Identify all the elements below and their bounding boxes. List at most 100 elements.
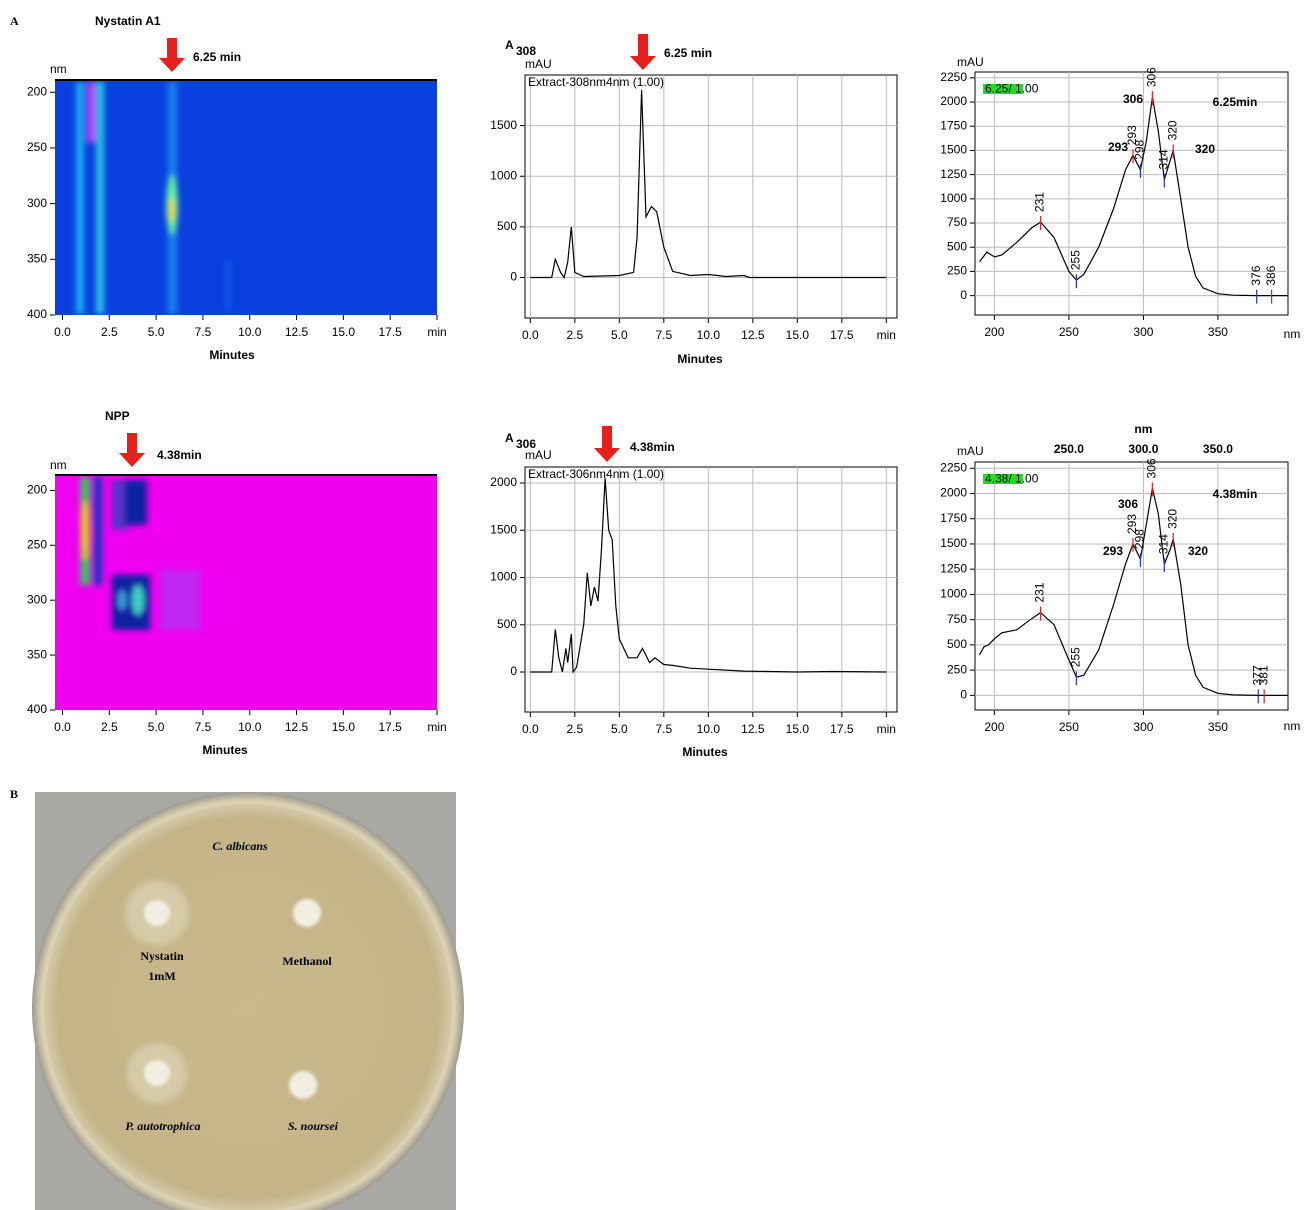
y-tick-label: 1500 — [940, 143, 967, 157]
x-tick-label: min — [877, 722, 896, 736]
y-tick-label: 1750 — [940, 511, 967, 525]
annotation: 6.25min — [1213, 95, 1258, 109]
peak-label: 314 — [1156, 534, 1170, 554]
series-line — [530, 90, 887, 279]
x-tick-label: 7.5 — [655, 722, 672, 736]
y-unit: nm — [50, 458, 67, 472]
y-tick-label: 1250 — [940, 167, 967, 181]
y-tick-label: 200 — [27, 483, 47, 497]
peak-label: 255 — [1069, 250, 1083, 270]
x-tick-label: 12.5 — [741, 328, 765, 342]
y-tick-label: 250 — [27, 140, 47, 154]
x-tick-label: min — [877, 328, 896, 342]
badge: 4.38/ 1.00 — [985, 472, 1039, 486]
x-tick-label: 2.5 — [566, 328, 583, 342]
x-tick-label: 2.5 — [566, 722, 583, 736]
x-tick-label: 15.0 — [332, 720, 356, 734]
peak-label: 306 — [1145, 67, 1159, 87]
x-tick-label: 12.5 — [741, 722, 765, 736]
annotation: 306 — [1118, 497, 1138, 511]
x2-tick-label: 350.0 — [1203, 442, 1233, 456]
heatmap-blobs — [76, 82, 230, 314]
y-tick-label: 400 — [27, 307, 47, 321]
series-line — [979, 97, 1288, 297]
x-axis-label: Minutes — [202, 743, 248, 757]
x-tick-label: 10.0 — [238, 325, 262, 339]
y-tick-label: 300 — [27, 592, 47, 606]
plot-frame — [524, 466, 898, 713]
annotation: 293 — [1108, 140, 1128, 154]
x-tick-label: 2.5 — [101, 720, 118, 734]
x-tick-label: 17.5 — [830, 328, 854, 342]
y-tick-label: 1750 — [940, 118, 967, 132]
x-tick-label: 0.0 — [54, 325, 71, 339]
x-axis-label: Minutes — [209, 348, 255, 362]
y-unit: mAU — [525, 448, 552, 462]
y-tick-label: 500 — [947, 637, 967, 651]
y-tick-label: 1500 — [490, 522, 517, 536]
y-tick-label: 500 — [497, 219, 517, 233]
x-tick-label: 5.0 — [611, 328, 628, 342]
plot-frame — [974, 71, 1289, 316]
y-tick-label: 350 — [27, 251, 47, 265]
x-tick-label: 17.5 — [379, 325, 403, 339]
peak-label: 306 — [1145, 458, 1159, 478]
plot-frame — [524, 74, 898, 319]
x-tick-label: 200 — [984, 325, 1004, 339]
chart-title: Nystatin A1 — [95, 14, 161, 28]
annotation: 320 — [1188, 544, 1208, 558]
x2-tick-label: 300.0 — [1128, 442, 1158, 456]
badge-bg — [983, 474, 1023, 484]
x-tick-label: 10.0 — [697, 722, 721, 736]
y-tick-label: 500 — [497, 617, 517, 631]
y-tick-label: 1500 — [940, 536, 967, 550]
annotation: 6.25 min — [664, 46, 712, 60]
peak-label: 381 — [1256, 665, 1270, 685]
x-tick-label: 200 — [984, 720, 1004, 734]
x-tick-label: 15.0 — [786, 328, 810, 342]
y-axis-label-sub: 306 — [516, 437, 536, 451]
x2-axis-label: nm — [1134, 422, 1152, 436]
peak-label: 298 — [1133, 139, 1147, 159]
peak-label: 386 — [1264, 265, 1278, 285]
x-tick-label: min — [427, 325, 446, 339]
annotation: 306 — [1123, 92, 1143, 106]
x-tick-label: 5.0 — [148, 325, 165, 339]
peak-label: 255 — [1069, 647, 1083, 667]
x-tick-label: 10.0 — [238, 720, 262, 734]
photo-label: C. albicans — [212, 839, 268, 853]
badge-bg — [983, 84, 1023, 94]
heatmap-blobs — [80, 477, 200, 630]
x-tick-label: 12.5 — [285, 325, 309, 339]
panel-label: A — [10, 14, 19, 28]
photo-label: P. autotrophica — [125, 1119, 200, 1133]
y-tick-label: 250 — [947, 662, 967, 676]
y-tick-label: 1250 — [940, 561, 967, 575]
y-axis-label: A — [505, 431, 514, 445]
peak-label: 231 — [1033, 582, 1047, 602]
peak-label: 377 — [1250, 665, 1264, 685]
x-axis-label: Minutes — [682, 745, 728, 759]
peak-label: 298 — [1133, 529, 1147, 549]
y-tick-label: 1500 — [490, 118, 517, 132]
y-tick-label: 2250 — [940, 460, 967, 474]
peak-label: 231 — [1033, 192, 1047, 212]
y-tick-label: 0 — [510, 664, 517, 678]
x-tick-label: 0.0 — [54, 720, 71, 734]
x-tick-label: 250 — [1059, 325, 1079, 339]
y-tick-label: 2000 — [940, 94, 967, 108]
y-tick-label: 750 — [947, 612, 967, 626]
x-axis-label: Minutes — [677, 352, 723, 366]
y-tick-label: 250 — [27, 537, 47, 551]
x-tick-label: min — [427, 720, 446, 734]
y-tick-label: 1000 — [940, 191, 967, 205]
y-tick-label: 2250 — [940, 70, 967, 84]
badge: 6.25/ 1.00 — [985, 82, 1039, 96]
annotation: 4.38min — [157, 448, 202, 462]
y-tick-label: 200 — [27, 84, 47, 98]
arrows — [119, 34, 656, 467]
x-tick-label: 7.5 — [195, 325, 212, 339]
y-tick-label: 500 — [947, 239, 967, 253]
panel-label: B — [10, 787, 18, 801]
